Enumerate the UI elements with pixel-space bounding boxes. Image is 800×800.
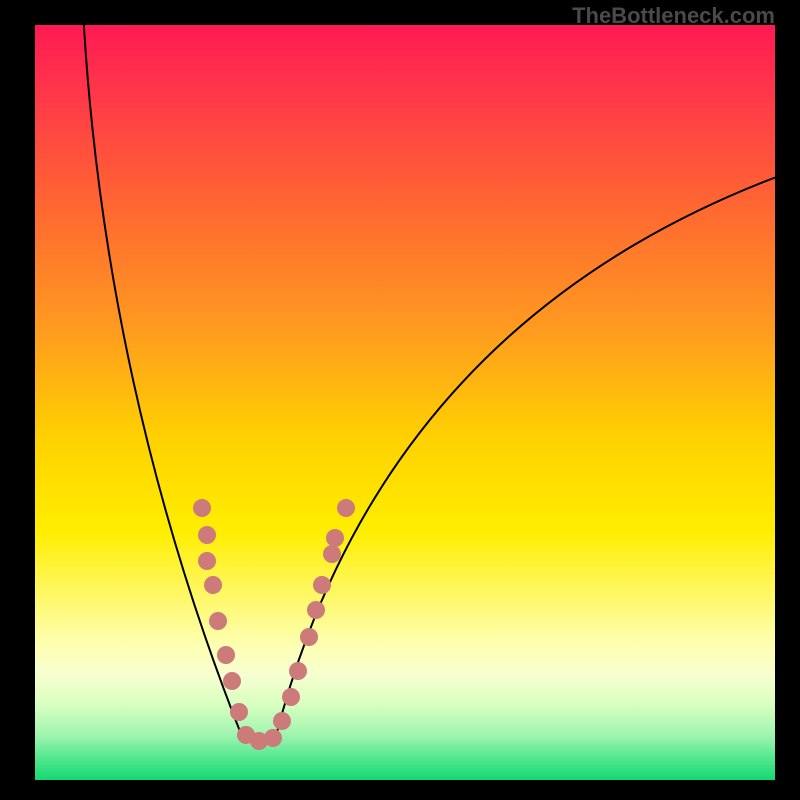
- data-marker: [282, 688, 300, 706]
- data-marker: [223, 672, 241, 690]
- plot-area: [35, 25, 775, 780]
- data-marker: [313, 576, 331, 594]
- data-marker: [209, 612, 227, 630]
- chart-stage: TheBottleneck.com: [0, 0, 800, 800]
- bottleneck-curve: [84, 25, 775, 741]
- data-marker: [337, 499, 355, 517]
- data-marker: [198, 552, 216, 570]
- data-marker: [264, 729, 282, 747]
- data-marker: [323, 545, 341, 563]
- data-marker: [289, 662, 307, 680]
- watermark-text: TheBottleneck.com: [572, 3, 775, 29]
- data-marker: [326, 529, 344, 547]
- data-marker: [307, 601, 325, 619]
- data-marker: [198, 526, 216, 544]
- data-marker: [217, 646, 235, 664]
- data-marker: [300, 628, 318, 646]
- curve-layer: [35, 25, 775, 780]
- data-marker: [230, 703, 248, 721]
- data-marker: [273, 712, 291, 730]
- data-marker: [204, 576, 222, 594]
- data-marker: [193, 499, 211, 517]
